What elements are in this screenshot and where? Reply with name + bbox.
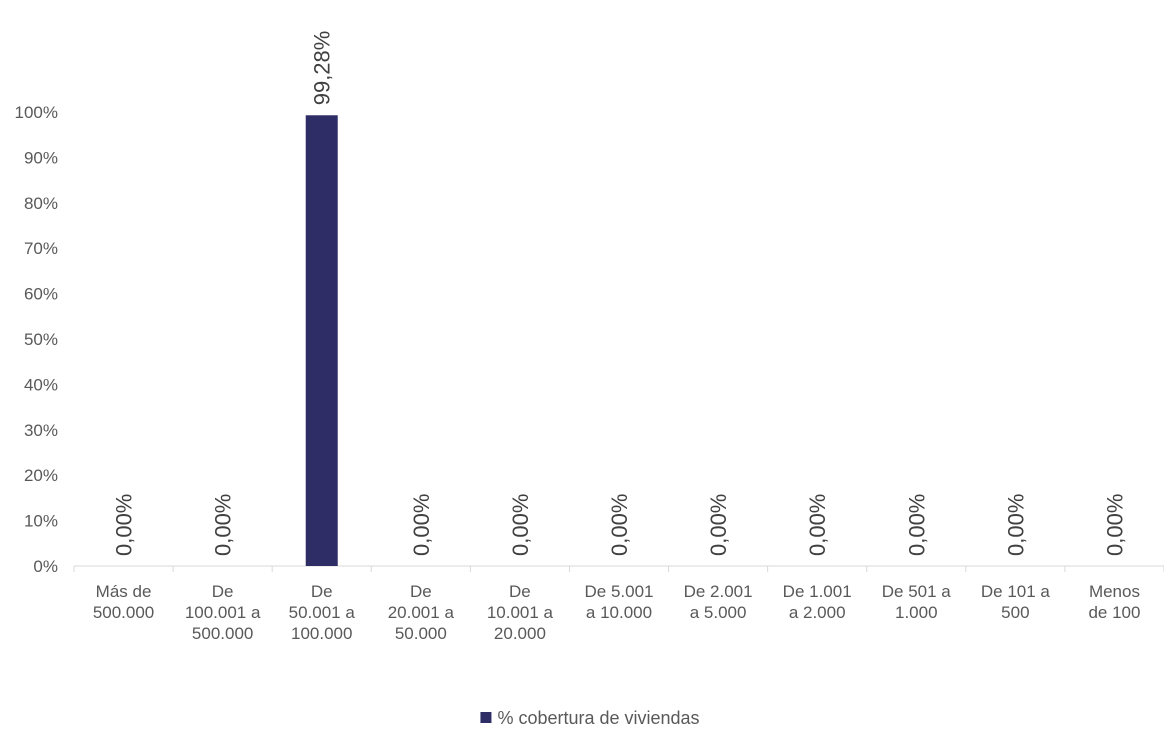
x-category-label: De 50.001 a 100.000 <box>289 582 356 643</box>
x-category-label: Menos de 100 <box>1088 582 1140 622</box>
x-category-label: De 1.001 a 2.000 <box>783 582 852 622</box>
x-category-label: De 101 a 500 <box>981 582 1051 622</box>
y-axis: 0% 10% 20% 30% 40% 50% 60% 70% 80% 90% 100% <box>15 103 58 576</box>
bars <box>305 115 338 566</box>
data-label: 0,00% <box>1003 494 1028 556</box>
data-label: 0,00% <box>409 494 434 556</box>
x-axis: Más de 500.000 De 100.001 a 500.000 De 50.001 … <box>73 565 1164 643</box>
x-category-label: De 501 a 1.000 <box>882 582 952 622</box>
data-label: 0,00% <box>805 494 830 556</box>
data-label: 0,00% <box>112 494 137 556</box>
bar <box>305 115 338 566</box>
y-tick-label: 40% <box>24 375 58 394</box>
y-tick-label: 80% <box>24 194 58 213</box>
x-category-label: Más de 500.000 <box>93 582 154 622</box>
data-label: 0,00% <box>706 494 731 556</box>
y-tick-label: 50% <box>24 330 58 349</box>
legend: % cobertura de viviendas <box>480 708 700 728</box>
legend-label: % cobertura de viviendas <box>497 708 699 728</box>
y-tick-label: 20% <box>24 466 58 485</box>
data-label: 99,28% <box>310 31 335 106</box>
data-label: 0,00% <box>211 494 236 556</box>
x-category-label: De 20.001 a 50.000 <box>388 582 455 643</box>
x-category-label: De 2.001 a 5.000 <box>684 582 753 622</box>
x-category-label: De 5.001 a 10.000 <box>585 582 654 622</box>
data-label: 0,00% <box>508 494 533 556</box>
x-category-label: De 100.001 a 500.000 <box>185 582 261 643</box>
legend-swatch <box>480 712 492 723</box>
data-label: 0,00% <box>1102 494 1127 556</box>
x-category-label: De 10.001 a 20.000 <box>487 582 554 643</box>
y-tick-label: 60% <box>24 285 58 304</box>
y-tick-label: 70% <box>24 239 58 258</box>
y-tick-label: 30% <box>24 421 58 440</box>
data-label: 0,00% <box>904 494 929 556</box>
y-tick-label: 90% <box>24 148 58 167</box>
y-tick-label: 100% <box>15 103 58 122</box>
data-label: 0,00% <box>607 494 632 556</box>
y-tick-label: 10% <box>24 512 58 531</box>
data-labels: 0,00% 0,00% 99,28% 0,00% 0,00% 0,00% 0,00% 0,00… <box>112 31 1128 556</box>
y-tick-label: 0% <box>33 557 58 576</box>
